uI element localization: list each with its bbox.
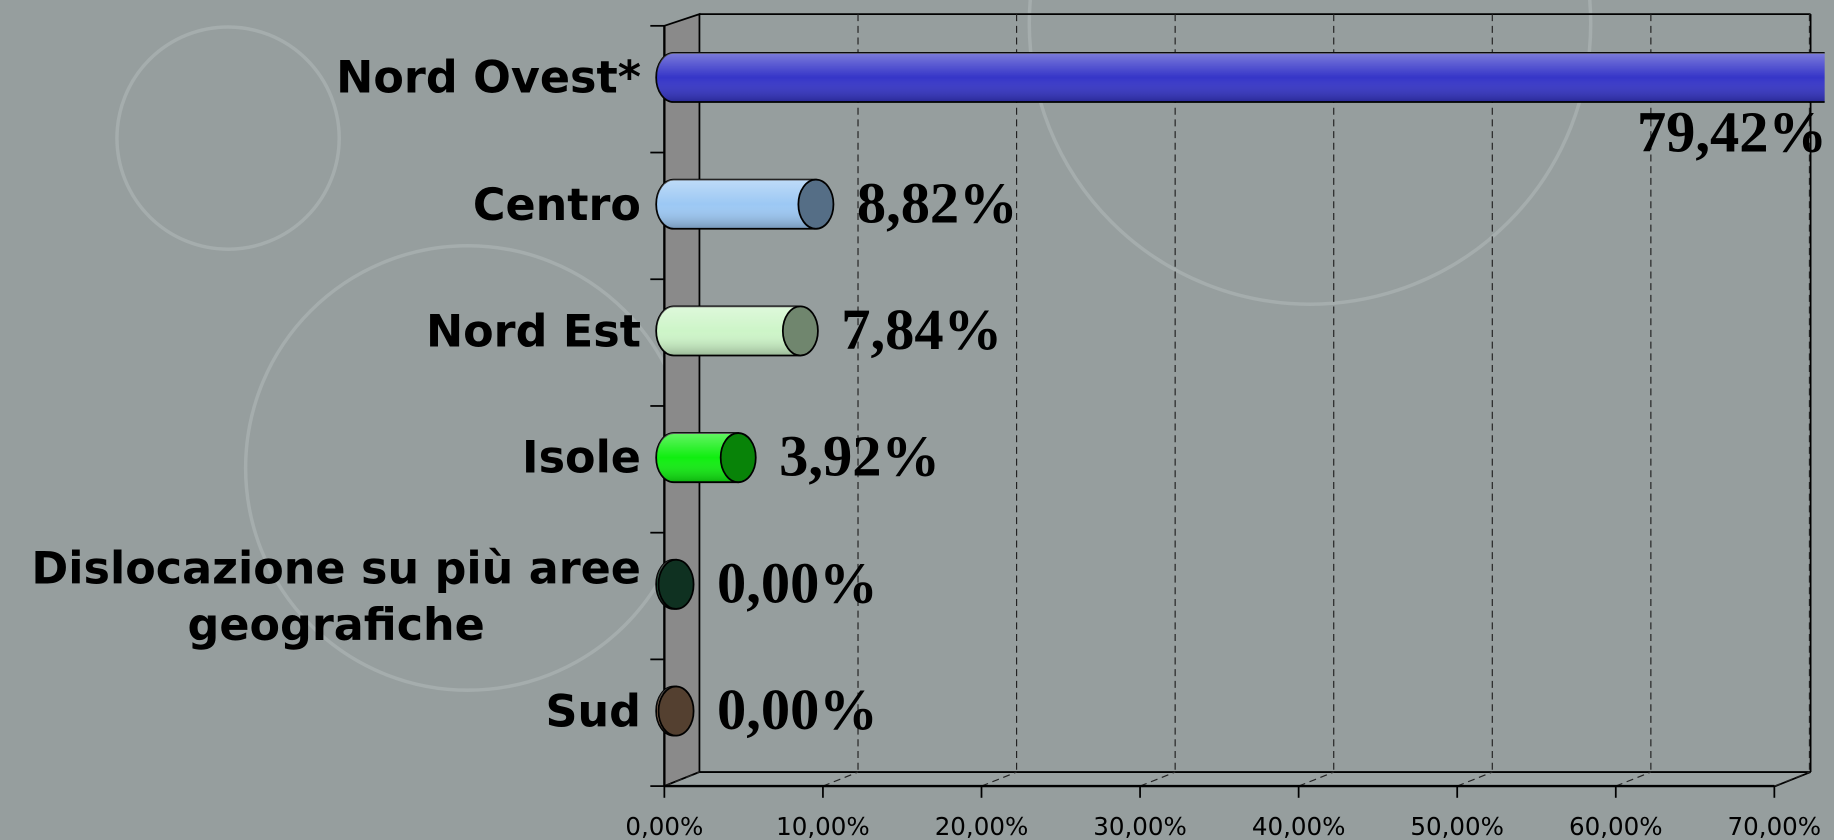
side-wall <box>663 12 701 788</box>
value-label: 8,82% <box>857 170 1018 235</box>
category-label: Sud <box>545 685 641 737</box>
x-tick-label: 40,00% <box>1252 812 1346 840</box>
decor <box>115 25 341 251</box>
category-label: Dislocazione su più aree geografiche <box>31 542 641 650</box>
bar-cap-shade <box>720 433 756 483</box>
bar-cap <box>657 558 695 610</box>
floor-grid <box>1139 771 1176 787</box>
x-tick-label: 0,00% <box>625 812 703 840</box>
value-label: 3,92% <box>779 424 940 489</box>
bar-cap-shade <box>798 179 834 229</box>
bar-cap-shade <box>658 686 694 736</box>
category-label: Sud <box>545 685 641 737</box>
bars <box>655 52 1825 737</box>
floor-grid <box>1298 771 1334 787</box>
bar-shade <box>656 179 816 229</box>
floor-grid <box>1774 771 1810 787</box>
x-tick-label: 60,00% <box>1569 812 1663 840</box>
floor-grid <box>1615 771 1652 787</box>
floor-grid <box>981 771 1017 787</box>
category-label: Dislocazione su più aree geografiche <box>31 542 641 650</box>
value-label: 0,00% <box>717 550 878 615</box>
category-label: Isole <box>522 431 641 484</box>
decor <box>1027 0 1593 306</box>
category-label: Nord Ovest* <box>336 51 641 104</box>
bar-cap-shade <box>658 559 694 609</box>
floor-grid <box>664 771 700 787</box>
category-label: Nord Est <box>425 305 641 357</box>
value-label: 0,00% <box>717 677 878 742</box>
x-tick-label: 50,00% <box>1410 812 1504 840</box>
floor-grid <box>1456 771 1493 787</box>
x-tick-label: 70,00% <box>1728 812 1822 840</box>
category-label: Nord Ovest* <box>336 51 641 104</box>
bar-cap <box>781 305 819 357</box>
category-label: Nord Est <box>425 305 641 357</box>
category-label: Centro <box>472 178 641 230</box>
value-label: 79,42% <box>1637 100 1827 165</box>
x-tick-label: 30,00% <box>1093 812 1187 840</box>
bar-cap <box>657 685 695 737</box>
bar-shade <box>656 433 739 483</box>
x-tick-label: 10,00% <box>776 812 870 840</box>
bar-cap <box>797 178 835 230</box>
x-tick-label: 20,00% <box>935 812 1029 840</box>
value-label: 7,84% <box>841 297 1002 362</box>
floor <box>664 771 1811 787</box>
bar-shade <box>656 52 1825 103</box>
category-label: Centro <box>472 178 641 230</box>
bar-cap <box>719 432 757 484</box>
bar-cap-shade <box>782 306 818 356</box>
category-label: Isole <box>522 431 641 484</box>
floor-grid <box>822 771 859 787</box>
bar-shade <box>656 306 801 356</box>
